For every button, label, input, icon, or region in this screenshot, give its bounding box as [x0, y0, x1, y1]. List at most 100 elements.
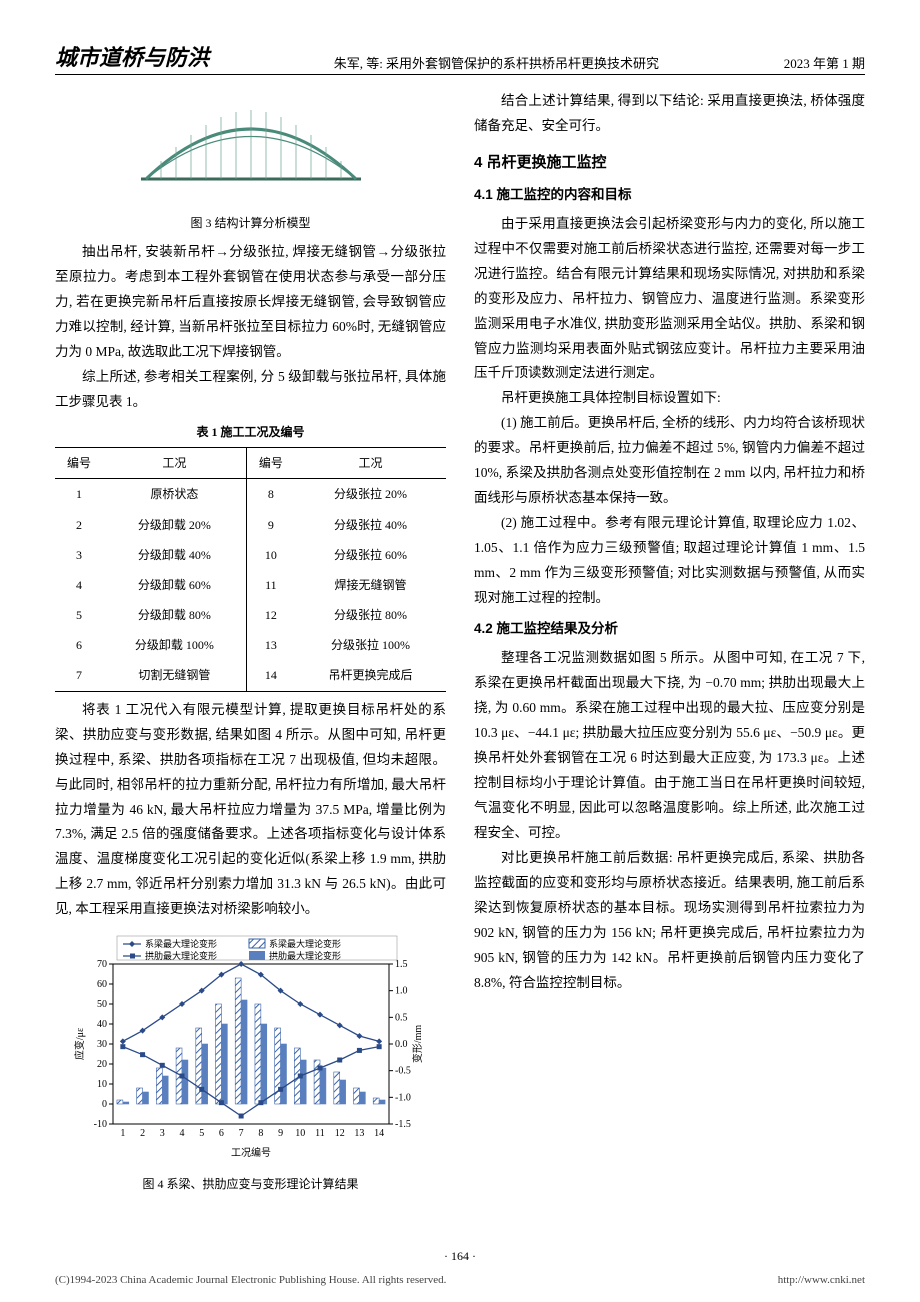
content-columns: 图 3 结构计算分析模型 抽出吊杆, 安装新吊杆→分级张拉, 焊接无缝钢管→分级…: [55, 89, 865, 1202]
svg-text:40: 40: [97, 1019, 107, 1030]
svg-text:拱肋最大理论变形: 拱肋最大理论变形: [145, 950, 217, 961]
table-cell: 14: [246, 660, 295, 691]
table-cell: 分级张拉 40%: [295, 510, 446, 540]
figure-3-container: 图 3 结构计算分析模型: [55, 89, 446, 234]
table-cell: 分级张拉 80%: [295, 600, 446, 630]
table-cell: 2: [55, 510, 103, 540]
table-cell: 分级卸载 60%: [103, 570, 246, 600]
figure-3-caption: 图 3 结构计算分析模型: [55, 212, 446, 234]
journal-title: 城市道桥与防洪: [55, 40, 209, 72]
page-header: 城市道桥与防洪 朱军, 等: 采用外套钢管保护的系杆拱桥吊杆更换技术研究 202…: [55, 40, 865, 75]
svg-text:-10: -10: [93, 1119, 106, 1130]
table-cell: 分级卸载 40%: [103, 540, 246, 570]
svg-text:60: 60: [97, 979, 107, 990]
svg-text:系梁最大理论变形: 系梁最大理论变形: [145, 938, 217, 949]
table-row: 4分级卸载 60%11焊接无缝钢管: [55, 570, 446, 600]
table-cell: 分级张拉 100%: [295, 630, 446, 660]
right-column: 结合上述计算结果, 得到以下结论: 采用直接更换法, 桥体强度储备充足、安全可行…: [474, 89, 865, 1202]
svg-text:0.0: 0.0: [395, 1039, 408, 1050]
right-p41c: (1) 施工前后。更换吊杆后, 全桥的线形、内力均符合该桥现状的要求。吊杆更换前…: [474, 411, 865, 511]
svg-text:7: 7: [238, 1128, 243, 1139]
article-reference: 朱军, 等: 采用外套钢管保护的系杆拱桥吊杆更换技术研究: [334, 53, 659, 72]
issue-reference: 2023 年第 1 期: [784, 53, 865, 72]
table-row: 5分级卸载 80%12分级张拉 80%: [55, 600, 446, 630]
table-cell: 9: [246, 510, 295, 540]
copyright-text: (C)1994-2023 China Academic Journal Elec…: [55, 1274, 446, 1286]
table-cell: 3: [55, 540, 103, 570]
table-cell: 11: [246, 570, 295, 600]
svg-text:5: 5: [199, 1128, 204, 1139]
th-num1: 编号: [55, 448, 103, 479]
right-p41b: 吊杆更换施工具体控制目标设置如下:: [474, 386, 865, 411]
svg-text:20: 20: [97, 1059, 107, 1070]
svg-text:0.5: 0.5: [395, 1013, 408, 1024]
svg-text:工况编号: 工况编号: [231, 1146, 271, 1159]
svg-text:0: 0: [102, 1099, 107, 1110]
svg-text:拱肋最大理论变形: 拱肋最大理论变形: [269, 950, 341, 961]
table-cell: 分级卸载 80%: [103, 600, 246, 630]
th-cond1: 工况: [103, 448, 246, 479]
table-cell: 分级张拉 60%: [295, 540, 446, 570]
figure-3-svg: [131, 89, 371, 199]
right-p42b: 对比更换吊杆施工前后数据: 吊杆更换完成后, 系梁、拱肋各监控截面的应变和变形均…: [474, 846, 865, 996]
table-cell: 13: [246, 630, 295, 660]
table-cell: 原桥状态: [103, 479, 246, 510]
table-row: 6分级卸载 100%13分级张拉 100%: [55, 630, 446, 660]
svg-text:10: 10: [295, 1128, 305, 1139]
table-cell: 切割无缝钢管: [103, 660, 246, 691]
svg-text:-0.5: -0.5: [395, 1066, 411, 1077]
svg-text:1.0: 1.0: [395, 986, 408, 997]
table-1: 编号 工况 编号 工况 1原桥状态8分级张拉 20%2分级卸载 20%9分级张拉…: [55, 447, 446, 692]
svg-text:11: 11: [315, 1128, 325, 1139]
svg-text:3: 3: [159, 1128, 164, 1139]
th-cond2: 工况: [295, 448, 446, 479]
section-4-heading: 4 吊杆更换施工监控: [474, 149, 865, 177]
left-p3: 将表 1 工况代入有限元模型计算, 提取更换目标吊杆处的系梁、拱肋应变与变形数据…: [55, 698, 446, 923]
copyright-line: (C)1994-2023 China Academic Journal Elec…: [55, 1274, 865, 1286]
svg-text:-1.0: -1.0: [395, 1093, 411, 1104]
svg-text:变形/mm: 变形/mm: [411, 1025, 424, 1064]
table-row: 1原桥状态8分级张拉 20%: [55, 479, 446, 510]
table-1-caption: 表 1 施工工况及编号: [55, 421, 446, 443]
table-cell: 分级卸载 20%: [103, 510, 246, 540]
svg-text:2: 2: [140, 1128, 145, 1139]
svg-text:30: 30: [97, 1039, 107, 1050]
svg-text:1.5: 1.5: [395, 959, 408, 970]
svg-text:应变/με: 应变/με: [73, 1028, 86, 1060]
table-row: 2分级卸载 20%9分级张拉 40%: [55, 510, 446, 540]
table-cell: 7: [55, 660, 103, 691]
table-cell: 10: [246, 540, 295, 570]
table-cell: 分级张拉 20%: [295, 479, 446, 510]
section-4-1-heading: 4.1 施工监控的内容和目标: [474, 183, 865, 208]
copyright-url: http://www.cnki.net: [778, 1274, 865, 1286]
table-cell: 吊杆更换完成后: [295, 660, 446, 691]
table-cell: 4: [55, 570, 103, 600]
table-cell: 8: [246, 479, 295, 510]
table-cell: 分级卸载 100%: [103, 630, 246, 660]
svg-text:14: 14: [374, 1128, 384, 1139]
figure-4-container: -10 0 10 20 30 40 50 60 70 -1.5 -1.0 -0.5 0.0 0.5 1.0 1…: [55, 930, 446, 1195]
left-column: 图 3 结构计算分析模型 抽出吊杆, 安装新吊杆→分级张拉, 焊接无缝钢管→分级…: [55, 89, 446, 1202]
svg-text:系梁最大理论变形: 系梁最大理论变形: [269, 938, 341, 949]
svg-text:50: 50: [97, 999, 107, 1010]
svg-text:-1.5: -1.5: [395, 1119, 411, 1130]
right-p0: 结合上述计算结果, 得到以下结论: 采用直接更换法, 桥体强度储备充足、安全可行…: [474, 89, 865, 139]
svg-text:9: 9: [278, 1128, 283, 1139]
right-p41a: 由于采用直接更换法会引起桥梁变形与内力的变化, 所以施工过程中不仅需要对施工前后…: [474, 212, 865, 387]
figure-4-svg: -10 0 10 20 30 40 50 60 70 -1.5 -1.0 -0.5 0.0 0.5 1.0 1…: [71, 930, 431, 1160]
left-p2: 综上所述, 参考相关工程案例, 分 5 级卸载与张拉吊杆, 具体施工步骤见表 1…: [55, 365, 446, 415]
table-cell: 1: [55, 479, 103, 510]
right-p42a: 整理各工况监测数据如图 5 所示。从图中可知, 在工况 7 下, 系梁在更换吊杆…: [474, 646, 865, 846]
th-num2: 编号: [246, 448, 295, 479]
svg-text:4: 4: [179, 1128, 184, 1139]
figure-4-caption: 图 4 系梁、拱肋应变与变形理论计算结果: [55, 1173, 446, 1195]
right-p41d: (2) 施工过程中。参考有限元理论计算值, 取理论应力 1.02、1.05、1.…: [474, 511, 865, 611]
left-p1: 抽出吊杆, 安装新吊杆→分级张拉, 焊接无缝钢管→分级张拉至原拉力。考虑到本工程…: [55, 240, 446, 365]
svg-text:70: 70: [97, 959, 107, 970]
section-4-2-heading: 4.2 施工监控结果及分析: [474, 617, 865, 642]
svg-text:1: 1: [120, 1128, 125, 1139]
page-number: · 164 ·: [0, 1249, 920, 1264]
svg-text:10: 10: [97, 1079, 107, 1090]
table-row: 7切割无缝钢管14吊杆更换完成后: [55, 660, 446, 691]
table-cell: 焊接无缝钢管: [295, 570, 446, 600]
